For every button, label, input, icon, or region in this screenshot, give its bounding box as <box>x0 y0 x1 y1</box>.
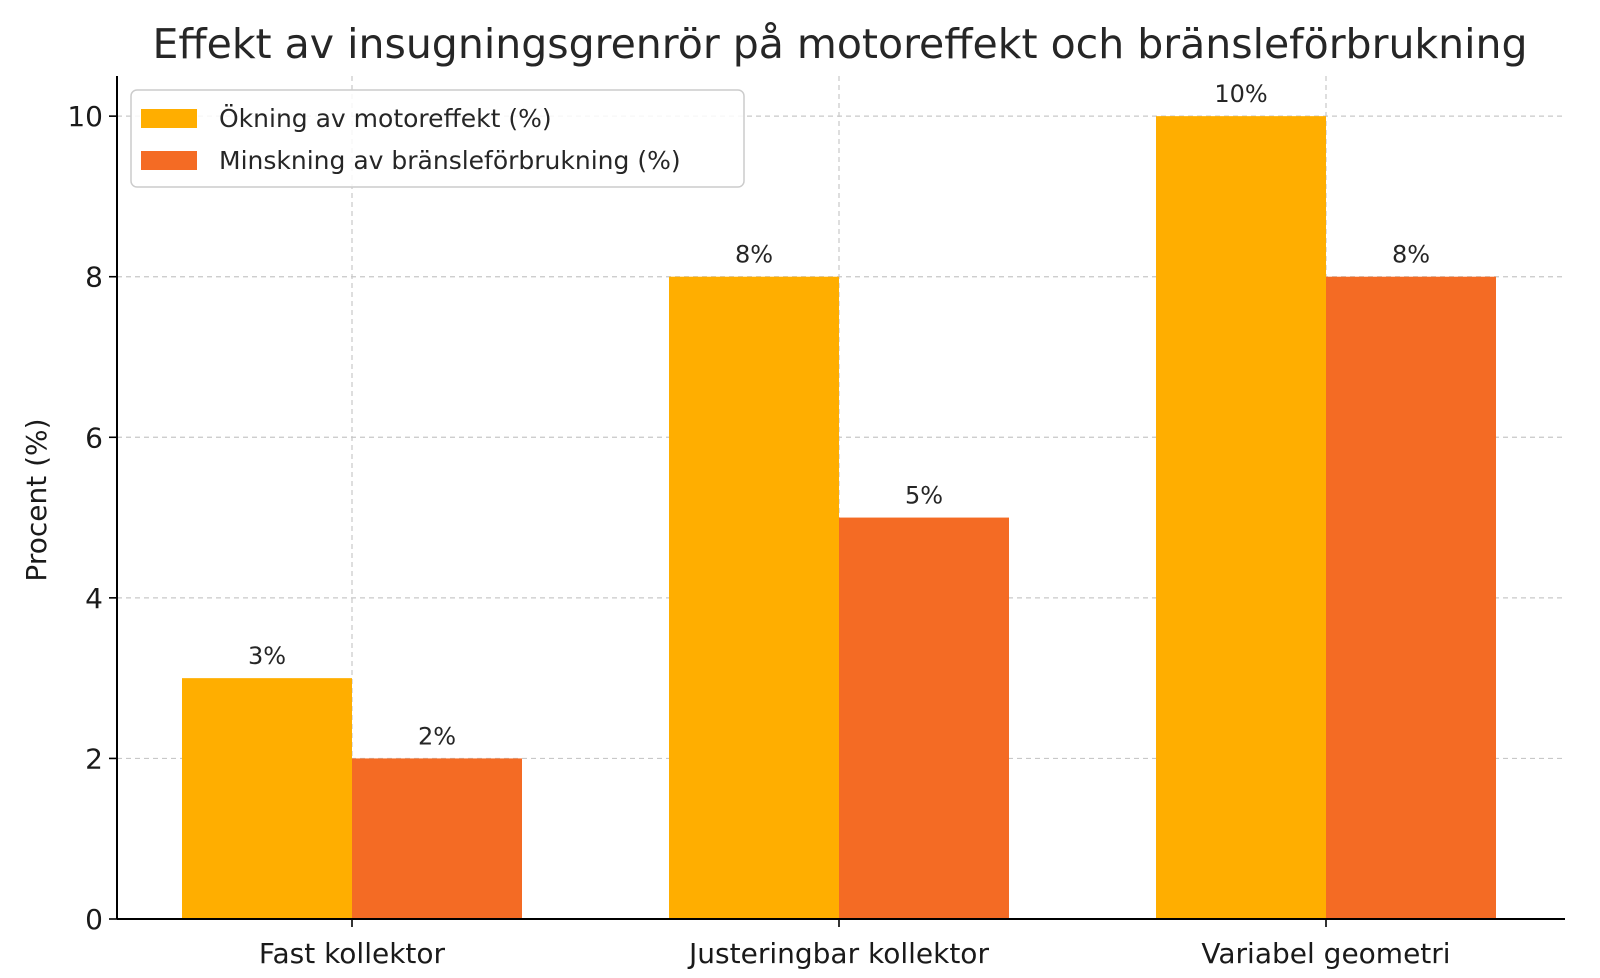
legend-box <box>130 89 745 188</box>
y-tick-label: 6 <box>85 421 103 454</box>
legend: Ökning av motoreffekt (%) Minskning av br… <box>130 89 745 188</box>
x-tick-label: Justeringbar kollektor <box>687 937 989 970</box>
legend-swatch <box>141 151 197 170</box>
legend-label: Ökning av motoreffekt (%) <box>219 104 552 133</box>
x-tick-label: Variabel geometri <box>1201 937 1450 970</box>
axes: 0 2 4 6 8 10 Fast kollektor Justeringbar kollek… <box>67 76 1565 970</box>
bar-power-increase <box>669 276 839 919</box>
y-axis-label: Procent (%) <box>20 418 53 581</box>
legend-label: Minskning av bränsleförbrukning (%) <box>219 146 681 175</box>
bar-fuel-reduction <box>352 758 522 919</box>
data-label: 3% <box>248 642 286 670</box>
y-tick-label: 10 <box>67 100 103 133</box>
bar-fuel-reduction <box>1326 276 1496 919</box>
bar-fuel-reduction <box>839 517 1009 919</box>
data-label: 8% <box>735 241 773 269</box>
data-label: 5% <box>905 482 943 510</box>
data-label: 8% <box>1392 241 1430 269</box>
legend-swatch <box>141 109 197 128</box>
y-tick-label: 0 <box>85 903 103 936</box>
y-tick-label: 4 <box>85 582 103 615</box>
data-label: 10% <box>1214 80 1267 108</box>
bars <box>182 116 1496 919</box>
data-labels: 3% 8% 10% 2% 5% 8% <box>248 80 1430 750</box>
bar-power-increase <box>182 678 352 919</box>
bar-power-increase <box>1156 116 1326 919</box>
y-tick-label: 2 <box>85 742 103 775</box>
y-tick-label: 8 <box>85 261 103 294</box>
data-label: 2% <box>418 722 456 750</box>
x-tick-label: Fast kollektor <box>259 937 446 970</box>
chart-title: Effekt av insugningsgrenrör på motoreffe… <box>152 20 1527 68</box>
